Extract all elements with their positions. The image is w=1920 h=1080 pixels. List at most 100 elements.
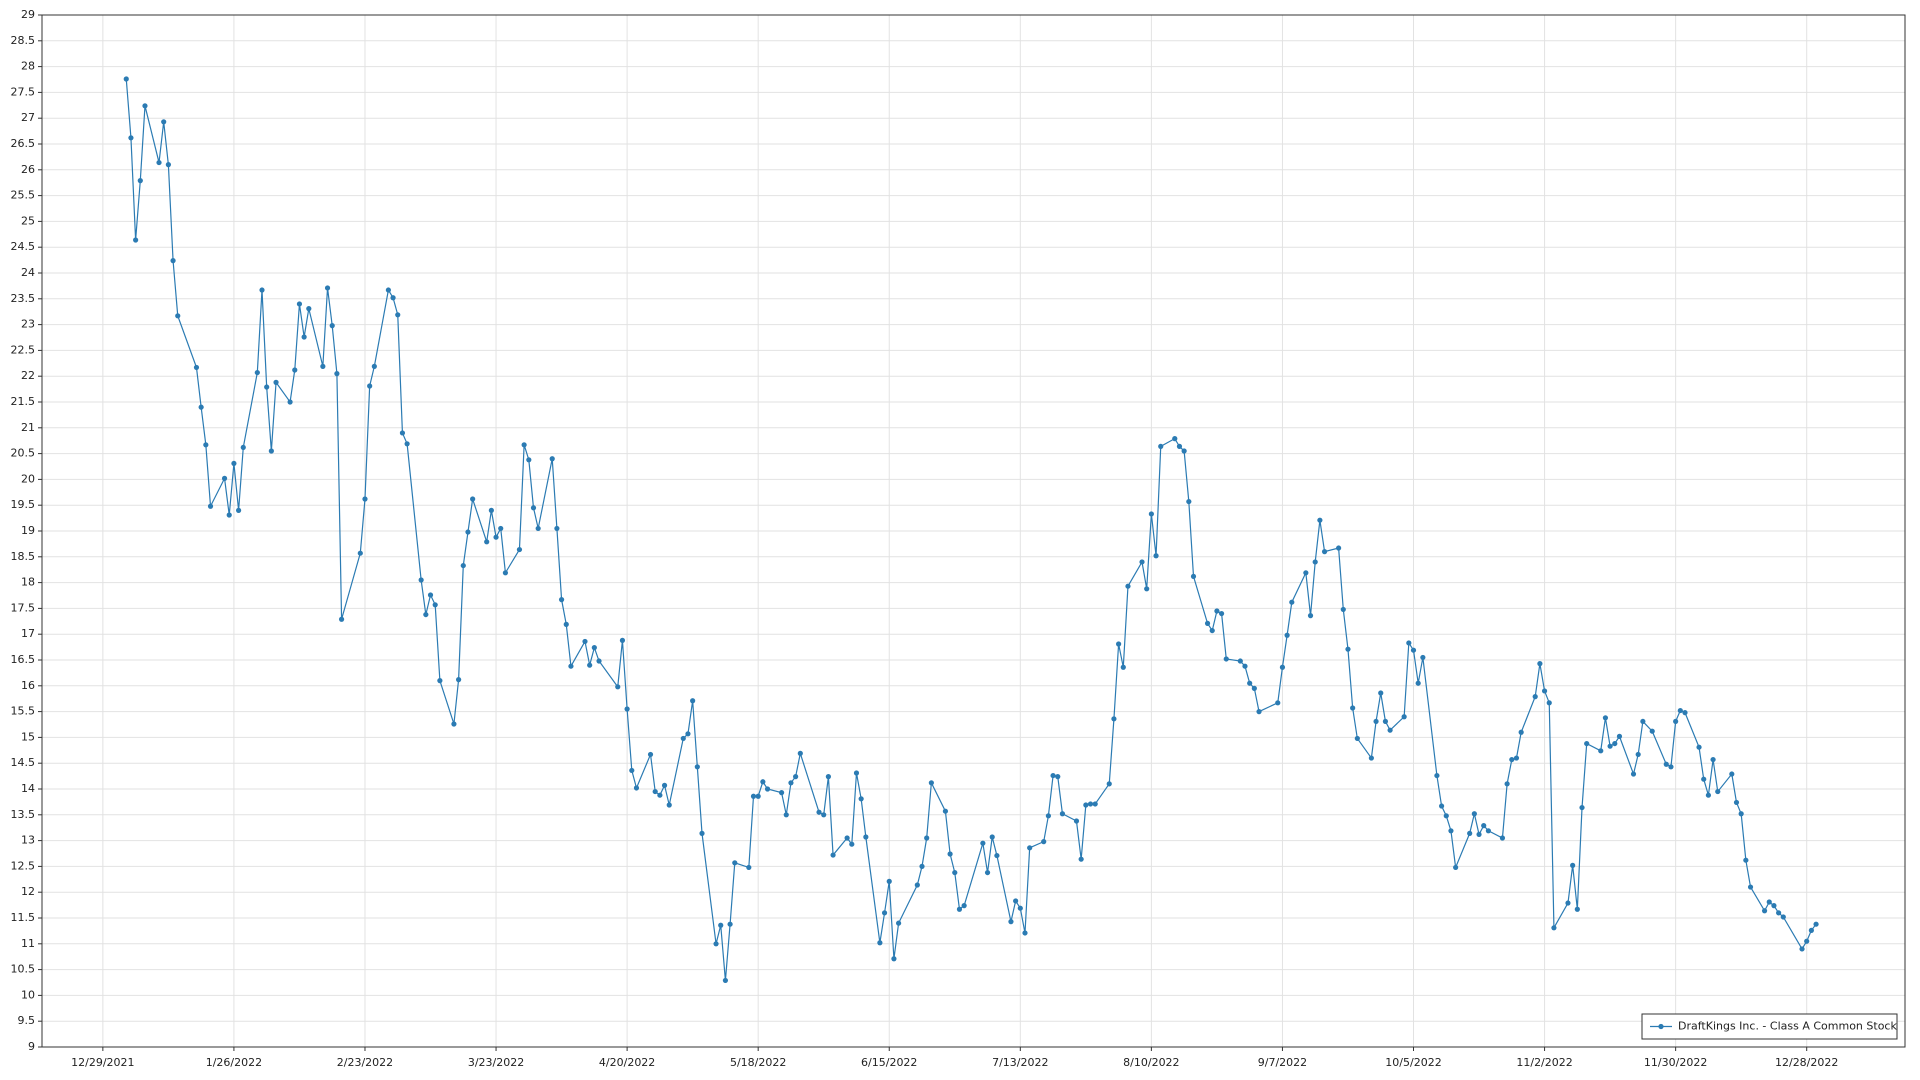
data-point — [844, 835, 850, 841]
data-point — [287, 399, 293, 405]
data-point — [1649, 728, 1655, 734]
data-point — [1565, 900, 1571, 906]
data-point — [1467, 830, 1473, 836]
data-point — [1087, 801, 1094, 807]
data-point — [680, 735, 686, 742]
data-point — [690, 698, 696, 704]
data-point — [142, 103, 148, 109]
data-point — [1055, 774, 1061, 780]
data-point — [1448, 828, 1454, 834]
data-point — [404, 441, 410, 447]
data-point — [254, 369, 260, 376]
data-point — [451, 721, 457, 727]
x-tick-label: 5/18/2022 — [730, 1056, 786, 1069]
data-point — [175, 313, 181, 319]
data-point — [1125, 583, 1131, 589]
data-point — [821, 812, 827, 818]
data-point — [423, 611, 429, 618]
y-tick-label: 20 — [21, 472, 35, 485]
data-point — [1766, 899, 1772, 905]
data-point — [1804, 938, 1810, 944]
data-point — [226, 512, 232, 518]
data-point — [568, 663, 574, 669]
y-tick-label: 15 — [21, 730, 35, 743]
data-point — [1808, 927, 1814, 933]
data-point — [502, 570, 509, 576]
x-tick-label: 3/23/2022 — [468, 1056, 524, 1069]
data-point — [156, 159, 162, 166]
data-point — [1368, 755, 1374, 761]
data-point — [1256, 709, 1262, 715]
data-point — [1771, 903, 1777, 909]
data-point — [1275, 700, 1281, 706]
data-point — [699, 830, 705, 836]
data-point — [1551, 925, 1557, 931]
data-point — [1289, 599, 1295, 605]
y-tick-label: 23 — [21, 318, 35, 331]
data-point — [268, 448, 274, 454]
data-point — [783, 812, 789, 818]
data-point — [1453, 864, 1459, 871]
x-tick-label: 10/5/2022 — [1385, 1056, 1441, 1069]
data-point — [1041, 839, 1047, 845]
data-point — [161, 119, 167, 125]
data-point — [619, 637, 626, 643]
data-point — [1045, 813, 1051, 819]
data-point — [1209, 627, 1215, 634]
data-point — [919, 863, 925, 870]
x-tick-label: 7/13/2022 — [992, 1056, 1048, 1069]
data-point — [793, 774, 799, 780]
y-tick-label: 19 — [21, 524, 35, 537]
data-point — [1148, 511, 1154, 517]
data-point — [956, 906, 963, 912]
data-point — [1144, 586, 1150, 592]
x-tick-label: 1/26/2022 — [206, 1056, 262, 1069]
data-point — [516, 546, 523, 553]
data-point — [1284, 632, 1290, 638]
y-tick-label: 22 — [21, 369, 35, 382]
data-point — [657, 792, 663, 798]
data-point — [1607, 743, 1613, 749]
data-point — [1532, 694, 1538, 700]
y-tick-label: 16 — [21, 679, 35, 692]
data-point — [942, 808, 949, 814]
x-tick-label: 9/7/2022 — [1258, 1056, 1307, 1069]
data-point — [647, 751, 654, 758]
data-point — [1307, 613, 1314, 619]
data-point — [306, 306, 312, 312]
data-point — [1546, 700, 1552, 706]
data-point — [1485, 828, 1491, 834]
data-point — [1677, 707, 1683, 714]
data-point — [1513, 755, 1520, 761]
y-tick-label: 22.5 — [11, 343, 36, 356]
data-point — [764, 786, 771, 792]
data-point — [1729, 771, 1735, 777]
data-point — [395, 312, 401, 318]
data-point — [165, 162, 171, 168]
data-point — [830, 852, 836, 858]
data-point — [240, 444, 246, 451]
data-point — [1172, 436, 1178, 442]
data-point — [980, 840, 986, 846]
data-point — [1710, 756, 1716, 763]
data-point — [399, 430, 406, 436]
data-point — [994, 852, 1000, 859]
data-point — [460, 562, 466, 569]
data-point — [760, 779, 766, 785]
y-tick-label: 16.5 — [11, 653, 36, 666]
data-point — [914, 882, 920, 888]
data-point — [1504, 781, 1510, 787]
data-point — [1481, 823, 1487, 829]
data-point — [1410, 647, 1417, 653]
y-tick-label: 10 — [21, 988, 35, 1001]
data-point — [558, 597, 565, 603]
data-point — [1111, 716, 1117, 722]
data-point — [357, 550, 363, 556]
data-point — [755, 793, 761, 799]
data-point — [1541, 688, 1548, 694]
data-point — [1176, 443, 1183, 449]
data-point — [1635, 751, 1641, 758]
data-point — [666, 802, 672, 808]
y-tick-label: 11 — [21, 937, 35, 950]
